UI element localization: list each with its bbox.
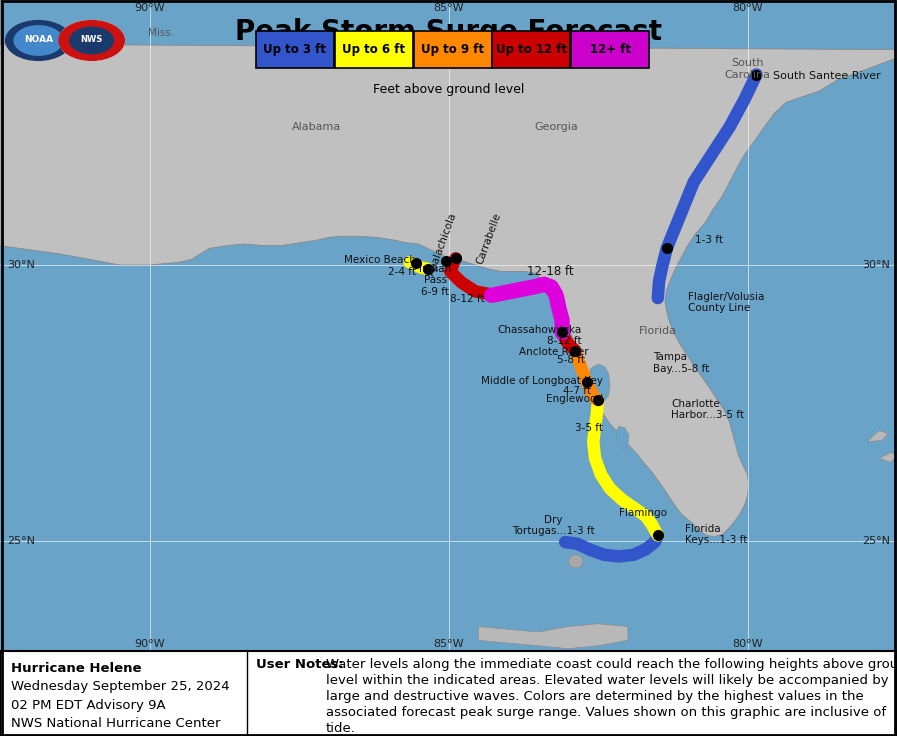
Text: 25°N: 25°N xyxy=(7,536,35,546)
FancyBboxPatch shape xyxy=(492,31,570,68)
Text: NWS: NWS xyxy=(81,35,103,43)
Text: 80°W: 80°W xyxy=(732,639,762,648)
Text: 30°N: 30°N xyxy=(862,260,890,270)
Text: NWS National Hurricane Center: NWS National Hurricane Center xyxy=(11,718,221,730)
Text: Up to 3 ft: Up to 3 ft xyxy=(263,43,327,56)
Text: 5-8 ft: 5-8 ft xyxy=(557,355,585,365)
Text: NOAA: NOAA xyxy=(24,35,53,43)
Text: Alabama: Alabama xyxy=(292,122,342,132)
Text: Carrabelle: Carrabelle xyxy=(475,211,503,266)
Text: Up to 12 ft: Up to 12 ft xyxy=(496,43,567,56)
Text: Tampa
Bay...5-8 ft: Tampa Bay...5-8 ft xyxy=(653,353,710,374)
Text: 30°N: 30°N xyxy=(7,260,35,270)
Text: 3-5 ft: 3-5 ft xyxy=(575,422,603,433)
Text: Charlotte
Harbor...3-5 ft: Charlotte Harbor...3-5 ft xyxy=(671,399,744,420)
Text: Florida: Florida xyxy=(639,326,677,336)
Circle shape xyxy=(59,21,125,60)
Text: Up to 9 ft: Up to 9 ft xyxy=(421,43,484,56)
Text: Apalachicola: Apalachicola xyxy=(426,211,458,277)
Text: Up to 6 ft: Up to 6 ft xyxy=(342,43,405,56)
Text: 4-7 ft: 4-7 ft xyxy=(562,386,591,396)
Text: User Notes:: User Notes: xyxy=(256,658,344,671)
Polygon shape xyxy=(867,431,888,442)
FancyBboxPatch shape xyxy=(256,31,334,68)
Text: South
Carolina: South Carolina xyxy=(725,58,771,79)
Text: Englewood: Englewood xyxy=(545,394,603,403)
Text: 80°W: 80°W xyxy=(732,3,762,13)
Text: 90°W: 90°W xyxy=(135,639,165,648)
Text: 85°W: 85°W xyxy=(433,639,464,648)
Text: Mexico Beach
2-4 ft: Mexico Beach 2-4 ft xyxy=(344,255,415,277)
Text: 90°W: 90°W xyxy=(135,3,165,13)
Text: 25°N: 25°N xyxy=(862,536,890,546)
Text: 12-18 ft: 12-18 ft xyxy=(527,265,573,278)
Text: 1-3 ft: 1-3 ft xyxy=(695,235,723,245)
Text: Peak Storm Surge Forecast: Peak Storm Surge Forecast xyxy=(235,18,662,46)
Text: Dry
Tortugas...1-3 ft: Dry Tortugas...1-3 ft xyxy=(512,514,595,537)
Text: South Santee River: South Santee River xyxy=(772,71,880,81)
Text: Chassahowitzka
8-12 ft: Chassahowitzka 8-12 ft xyxy=(497,325,581,347)
Circle shape xyxy=(70,27,113,54)
Text: Georgia: Georgia xyxy=(535,122,578,132)
Text: Flagler/Volusia
County Line: Flagler/Volusia County Line xyxy=(688,291,764,314)
Text: Indian
Pass
6-9 ft: Indian Pass 6-9 ft xyxy=(419,263,451,297)
FancyBboxPatch shape xyxy=(335,31,413,68)
Text: Miss.: Miss. xyxy=(148,28,175,38)
Text: 85°W: 85°W xyxy=(433,3,464,13)
Text: Feet above ground level: Feet above ground level xyxy=(373,83,524,96)
Text: 12+ ft: 12+ ft xyxy=(590,43,631,56)
Polygon shape xyxy=(616,426,629,451)
Circle shape xyxy=(14,26,63,55)
Circle shape xyxy=(5,21,71,60)
Text: 8-12 ft: 8-12 ft xyxy=(450,294,485,304)
FancyBboxPatch shape xyxy=(414,31,492,68)
Text: Water levels along the immediate coast could reach the following heights above g: Water levels along the immediate coast c… xyxy=(326,658,897,735)
Polygon shape xyxy=(0,0,897,537)
Polygon shape xyxy=(478,623,628,648)
Polygon shape xyxy=(879,453,897,462)
FancyBboxPatch shape xyxy=(571,31,649,68)
Text: Hurricane Helene: Hurricane Helene xyxy=(11,662,141,674)
Text: Middle of Longboat Key: Middle of Longboat Key xyxy=(481,376,603,386)
Text: Florida
Keys...1-3 ft: Florida Keys...1-3 ft xyxy=(684,523,747,545)
Text: Flamingo: Flamingo xyxy=(619,509,666,518)
Polygon shape xyxy=(583,364,610,403)
Text: Anclote River: Anclote River xyxy=(519,347,589,357)
Circle shape xyxy=(59,21,125,60)
Text: 02 PM EDT Advisory 9A: 02 PM EDT Advisory 9A xyxy=(11,698,165,712)
Circle shape xyxy=(569,555,583,568)
Text: Wednesday September 25, 2024: Wednesday September 25, 2024 xyxy=(11,680,230,693)
